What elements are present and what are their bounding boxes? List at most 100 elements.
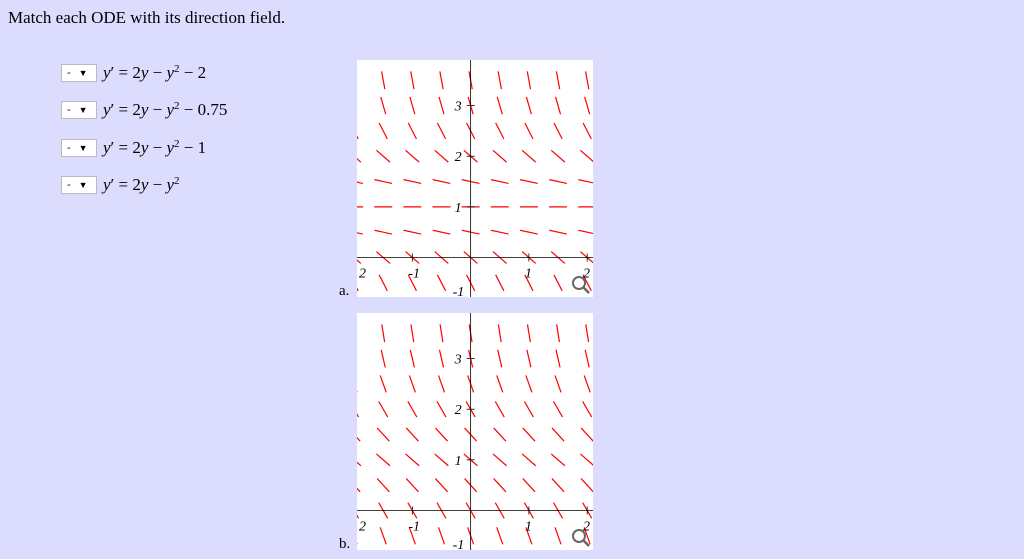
slope-segment — [524, 122, 534, 140]
slope-segment — [378, 274, 388, 292]
slope-segment — [357, 157, 362, 163]
slope-segment — [521, 453, 537, 467]
slope-segment — [496, 96, 503, 115]
slope-segment — [432, 179, 451, 185]
slope-segment — [405, 149, 420, 163]
slope-segment — [374, 229, 393, 235]
slope-segment — [497, 349, 503, 368]
slope-segment — [554, 527, 562, 545]
slope-segment — [436, 401, 447, 418]
select-value: - — [67, 67, 71, 79]
slope-segment — [582, 401, 593, 418]
slope-segment — [493, 427, 507, 442]
field-label-b: b. — [339, 536, 351, 552]
slope-segment — [438, 349, 445, 368]
slope-segment — [525, 96, 532, 115]
slope-segment — [409, 349, 415, 368]
slope-segment — [357, 487, 361, 493]
magnifier-icon[interactable] — [572, 276, 590, 294]
answer-select-2[interactable]: - ▼ — [61, 101, 97, 119]
slope-segment — [553, 122, 563, 140]
x-tick-label: 2 — [583, 267, 590, 282]
y-tick-label: 3 — [454, 100, 462, 115]
direction-field-b-plot: 1 2 3 4 2 -1 1 2 -1 — [357, 313, 593, 550]
slope-segment — [407, 401, 418, 418]
x-tick-label: 1 — [525, 267, 532, 282]
slope-segment — [495, 122, 505, 140]
ode-row-2: - ▼ y′ = 2y − y2 − 0.75 — [61, 100, 227, 120]
slope-segment — [549, 179, 567, 185]
slope-segment — [434, 149, 449, 163]
slope-segment — [381, 71, 386, 90]
slope-segment — [408, 375, 416, 393]
y-tick-label: -1 — [453, 285, 465, 297]
x-tick-label: 2 — [583, 520, 590, 535]
y-tick-label: 4 — [455, 313, 462, 317]
slope-segment — [437, 375, 446, 393]
slope-segment — [524, 274, 534, 292]
slope-segment — [553, 401, 564, 418]
y-tick-label: 3 — [454, 353, 462, 368]
x-tick-label: -1 — [408, 520, 420, 535]
slope-segment — [381, 324, 386, 343]
magnifier-icon[interactable] — [572, 529, 590, 547]
slope-segment — [553, 274, 563, 292]
slope-segment — [578, 229, 593, 235]
triangle-down-icon: ▼ — [78, 143, 88, 153]
field-label-a: a. — [339, 283, 350, 299]
slope-segment — [490, 179, 509, 185]
slope-segment — [403, 179, 422, 185]
slope-segment — [379, 527, 387, 545]
slope-segment — [439, 71, 444, 90]
slope-segment — [494, 401, 505, 418]
slope-segment — [523, 401, 534, 418]
slope-segment — [357, 514, 360, 519]
slope-segment — [405, 427, 419, 442]
slope-segment — [357, 181, 364, 185]
slope-segment — [439, 324, 444, 343]
answer-select-4[interactable]: - ▼ — [61, 176, 97, 194]
slope-segment — [525, 375, 533, 393]
y-tick-label: 2 — [455, 150, 462, 165]
y-tick-label: 1 — [455, 201, 462, 216]
slope-segment — [496, 527, 504, 545]
direction-field-a[interactable]: 1 2 3 4 2 -1 1 2 -1 — [357, 60, 593, 297]
slope-segment — [584, 96, 591, 115]
triangle-down-icon: ▼ — [78, 68, 88, 78]
slope-segment — [357, 413, 360, 418]
slope-segment — [407, 122, 417, 140]
direction-field-b[interactable]: 1 2 3 4 2 -1 1 2 -1 — [357, 313, 593, 550]
slope-segment — [405, 478, 419, 493]
slope-segment — [521, 149, 537, 163]
slope-segment — [555, 349, 561, 368]
slope-segment — [380, 349, 386, 368]
slope-segment — [578, 179, 593, 184]
slope-segment — [374, 179, 393, 185]
y-tick-label: 2 — [455, 403, 462, 418]
y-tick-label: -1 — [453, 538, 465, 550]
select-value: - — [67, 179, 71, 191]
x-tick-label: 1 — [525, 520, 532, 535]
slope-segment — [519, 229, 538, 235]
ode-equation-1: y′ = 2y − y2 − 2 — [103, 63, 207, 82]
slope-segment — [526, 324, 531, 343]
y-tick-label: 4 — [455, 60, 462, 64]
slope-segment — [357, 287, 359, 292]
triangle-down-icon: ▼ — [78, 105, 88, 115]
slope-segment — [526, 71, 532, 90]
slope-segment — [357, 259, 362, 264]
slope-segment — [410, 324, 415, 343]
slope-segment — [379, 375, 387, 393]
x-tick-label: 2 — [359, 267, 366, 282]
slope-segment — [436, 274, 447, 292]
ode-row-3: - ▼ y′ = 2y − y2 − 1 — [61, 138, 206, 158]
answer-select-1[interactable]: - ▼ — [61, 64, 97, 82]
answer-select-3[interactable]: - ▼ — [61, 139, 97, 157]
slope-segment — [580, 478, 593, 493]
slope-segment — [438, 96, 445, 115]
slope-segment — [380, 96, 387, 115]
slope-segment — [405, 453, 420, 467]
slope-segment — [525, 527, 533, 545]
slope-segment — [493, 478, 507, 493]
select-value: - — [67, 142, 71, 154]
